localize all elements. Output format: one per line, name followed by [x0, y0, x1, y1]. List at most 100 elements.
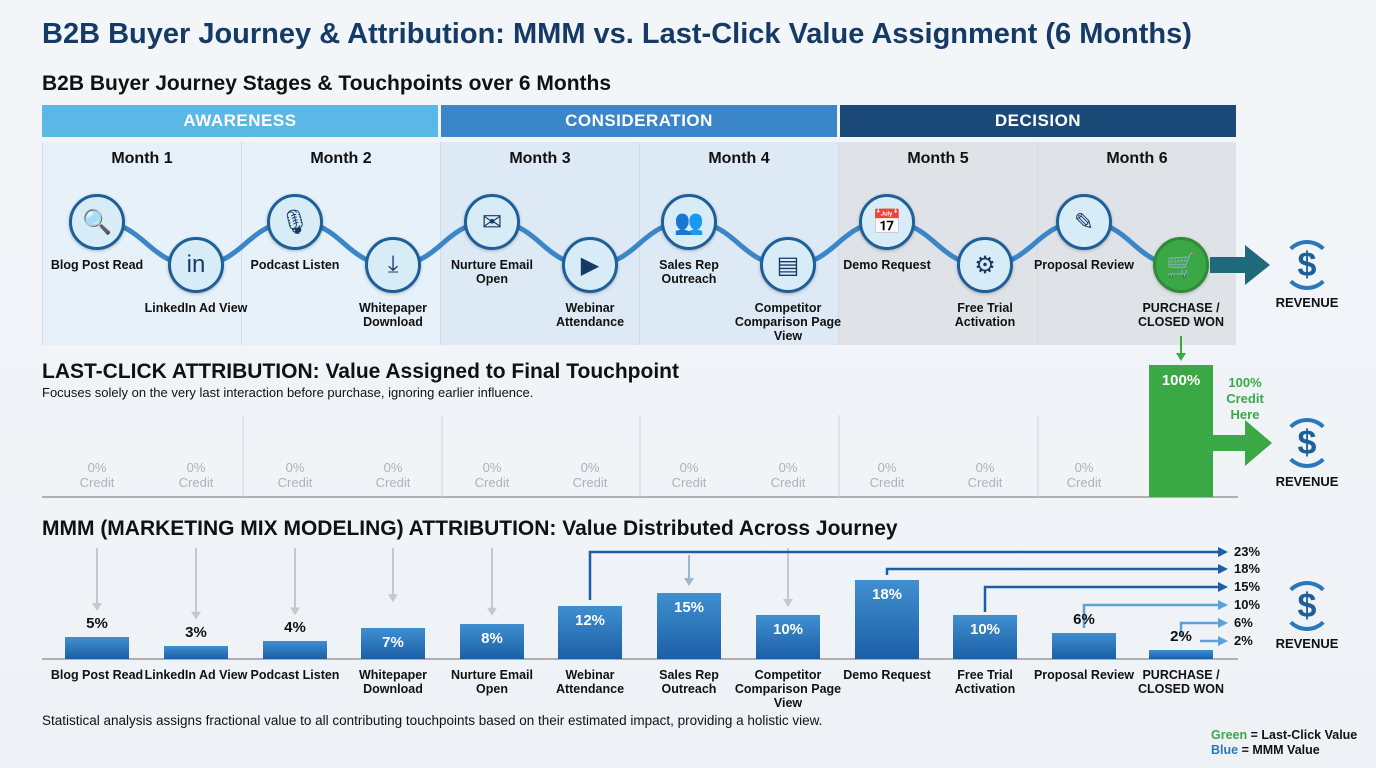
credit-word: Credit — [869, 475, 905, 490]
mmm-bar-value: 5% — [86, 615, 108, 632]
month-label: Month 1 — [111, 150, 173, 167]
zero-credit: 0% Credit — [847, 460, 927, 490]
mmm-flow-line — [588, 550, 1220, 600]
mmm-bar-value: 4% — [284, 619, 306, 637]
mmm-flow-arrowhead — [1218, 547, 1228, 557]
zero-credit: 0% Credit — [57, 460, 137, 490]
credit-word: Credit — [1066, 475, 1102, 490]
credit-value: 0% — [383, 460, 403, 475]
mmm-bar-value: 6% — [1073, 610, 1095, 628]
page-title: B2B Buyer Journey & Attribution: MMM vs.… — [42, 18, 1192, 50]
credit-value: 0% — [877, 460, 897, 475]
month-label: Month 5 — [907, 150, 969, 167]
credit-word: Credit — [178, 475, 214, 490]
mmm-bar — [953, 615, 1017, 659]
revenue-dollar-cycle-icon: $ — [1282, 418, 1332, 468]
mmm-flow-line — [1179, 621, 1220, 636]
zero-credit: 0% Credit — [452, 460, 532, 490]
mmm-total-label: 15% — [1234, 579, 1261, 594]
document-search-icon: 🔍 — [69, 194, 125, 250]
cart-check-icon: 🛒 — [1153, 237, 1209, 293]
mmm-flow-arrowhead — [1218, 636, 1228, 646]
credit-word: Credit — [277, 475, 313, 490]
mmm-total-label: 6% — [1234, 615, 1253, 630]
video-play-icon: ▶ — [562, 237, 618, 293]
credit-value: 0% — [482, 460, 502, 475]
month-label: Month 2 — [310, 150, 372, 167]
mmm-category-label: Competitor Comparison Page View — [734, 668, 842, 710]
mmm-category-label: Nurture Email Open — [451, 668, 533, 696]
touchpoint-label: Blog Post Read — [50, 258, 144, 272]
mmm-flow-line — [983, 585, 1220, 612]
touchpoint-label: Podcast Listen — [250, 258, 340, 272]
legend-green: Green — [1211, 728, 1248, 742]
mmm-bar-value: 3% — [185, 623, 207, 641]
month-label: Month 3 — [509, 150, 571, 167]
last-click-heading: LAST-CLICK ATTRIBUTION: Value Assigned t… — [42, 360, 679, 383]
revenue-label: REVENUE — [1275, 474, 1339, 489]
stage-consideration: CONSIDERATION — [441, 105, 837, 137]
mmm-bar — [65, 637, 129, 659]
mmm-bar-value: 2% — [1170, 628, 1192, 646]
last-click-value: 100% — [1161, 372, 1201, 389]
mmm-flow-arrowhead — [1218, 582, 1228, 592]
mmm-bar — [558, 606, 622, 659]
legend-green-text: = Last-Click Value — [1247, 728, 1358, 742]
download-document-icon: ⤓ — [365, 237, 421, 293]
last-click-arrow — [1213, 420, 1272, 466]
zero-credit: 0% Credit — [945, 460, 1025, 490]
mmm-bar — [460, 623, 524, 659]
touchpoint-label: Demo Request — [843, 258, 931, 272]
zero-credit: 0% Credit — [1044, 460, 1124, 490]
revenue-label: REVENUE — [1275, 636, 1339, 651]
credit-value: 0% — [975, 460, 995, 475]
legend: Green = Last-Click Value Blue = MMM Valu… — [1211, 728, 1357, 758]
credit-word: Credit — [572, 475, 608, 490]
zero-credit: 0% Credit — [550, 460, 630, 490]
credit-value: 0% — [285, 460, 305, 475]
mmm-flow-arrowhead — [1218, 564, 1228, 574]
mmm-flow-arrowhead — [1218, 600, 1228, 610]
credit-value: 0% — [186, 460, 206, 475]
credit-value: 0% — [679, 460, 699, 475]
credit-word: Credit — [967, 475, 1003, 490]
mmm-total-label: 18% — [1234, 561, 1261, 576]
credit-word: Credit — [474, 475, 510, 490]
linkedin-icon: in — [168, 237, 224, 293]
credit-value: 0% — [580, 460, 600, 475]
month-label: Month 4 — [708, 150, 770, 167]
mmm-bar-value: 7% — [382, 634, 404, 652]
touchpoint-label: Nurture Email Open — [451, 258, 533, 286]
people-icon: 👥 — [661, 194, 717, 250]
revenue-dollar-cycle-icon: $ — [1282, 581, 1332, 631]
credit-word: Credit — [770, 475, 806, 490]
zero-credit: 0% Credit — [353, 460, 433, 490]
mmm-category-label: PURCHASE / CLOSED WON — [1137, 668, 1225, 696]
legend-blue-text: = MMM Value — [1238, 743, 1320, 757]
mmm-bar — [1052, 632, 1116, 659]
zero-credit: 0% Credit — [255, 460, 335, 490]
mmm-flow-arrowhead — [1218, 618, 1228, 628]
calendar-icon: 📅 — [859, 194, 915, 250]
mmm-category-label: LinkedIn Ad View — [144, 668, 248, 682]
stage-awareness: AWARENESS — [42, 105, 438, 137]
stage-decision: DECISION — [840, 105, 1236, 137]
mmm-bar-value: 10% — [772, 621, 804, 638]
month-label: Month 6 — [1106, 150, 1168, 167]
zero-credit: 0% Credit — [748, 460, 828, 490]
gears-icon: ⚙ — [957, 237, 1013, 293]
revenue-dollar-cycle-icon: $ — [1282, 240, 1332, 290]
mmm-heading: MMM (MARKETING MIX MODELING) ATTRIBUTION… — [42, 517, 898, 540]
mmm-bar-value: 12% — [574, 612, 606, 630]
mmm-footer: Statistical analysis assigns fractional … — [42, 713, 823, 728]
mmm-bar — [1149, 650, 1213, 659]
mmm-category-label: Free Trial Activation — [954, 668, 1016, 696]
legend-blue: Blue — [1211, 743, 1239, 757]
last-click-bar — [1149, 365, 1213, 497]
email-icon: ✉ — [464, 194, 520, 250]
mmm-total-label: 2% — [1234, 633, 1253, 648]
credit-value: 0% — [87, 460, 107, 475]
mmm-bar — [657, 593, 721, 659]
mmm-bar — [756, 615, 820, 659]
mmm-bar-value: 10% — [969, 621, 1001, 638]
